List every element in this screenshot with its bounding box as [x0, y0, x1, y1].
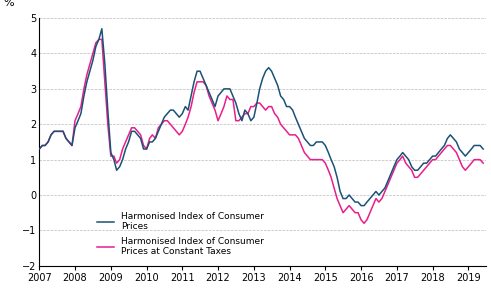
Text: %: %: [3, 0, 14, 8]
Line: Harmonised Index of Consumer
Prices: Harmonised Index of Consumer Prices: [39, 29, 483, 206]
Legend: Harmonised Index of Consumer
Prices, Harmonised Index of Consumer
Prices at Cons: Harmonised Index of Consumer Prices, Har…: [97, 212, 264, 256]
Line: Harmonised Index of Consumer
Prices at Constant Taxes: Harmonised Index of Consumer Prices at C…: [39, 39, 483, 223]
